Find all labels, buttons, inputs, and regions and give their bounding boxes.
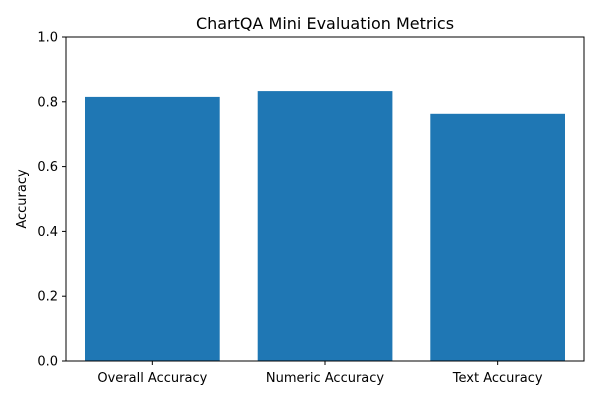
bar-text-accuracy bbox=[430, 113, 565, 361]
y-tick-label: 0.4 bbox=[37, 225, 58, 240]
y-tick-label: 0.8 bbox=[37, 95, 58, 110]
ticks-layer: Overall Accuracy Numeric Accuracy Text Acc… bbox=[37, 31, 543, 387]
y-tick-label: 0.0 bbox=[37, 355, 58, 370]
y-tick-label: 0.2 bbox=[37, 290, 58, 305]
y-axis-label: Accuracy bbox=[15, 169, 30, 229]
x-tick-label: Text Accuracy bbox=[452, 371, 543, 386]
y-tick-label: 1.0 bbox=[37, 31, 58, 46]
bar-numeric-accuracy bbox=[257, 91, 393, 361]
bar-overall-accuracy bbox=[85, 96, 220, 362]
bars-layer bbox=[85, 91, 565, 362]
chart-title: ChartQA Mini Evaluation Metrics bbox=[196, 14, 454, 33]
x-tick-label: Overall Accuracy bbox=[97, 371, 207, 386]
x-tick-label: Numeric Accuracy bbox=[266, 371, 385, 386]
y-tick-label: 0.6 bbox=[37, 160, 58, 175]
